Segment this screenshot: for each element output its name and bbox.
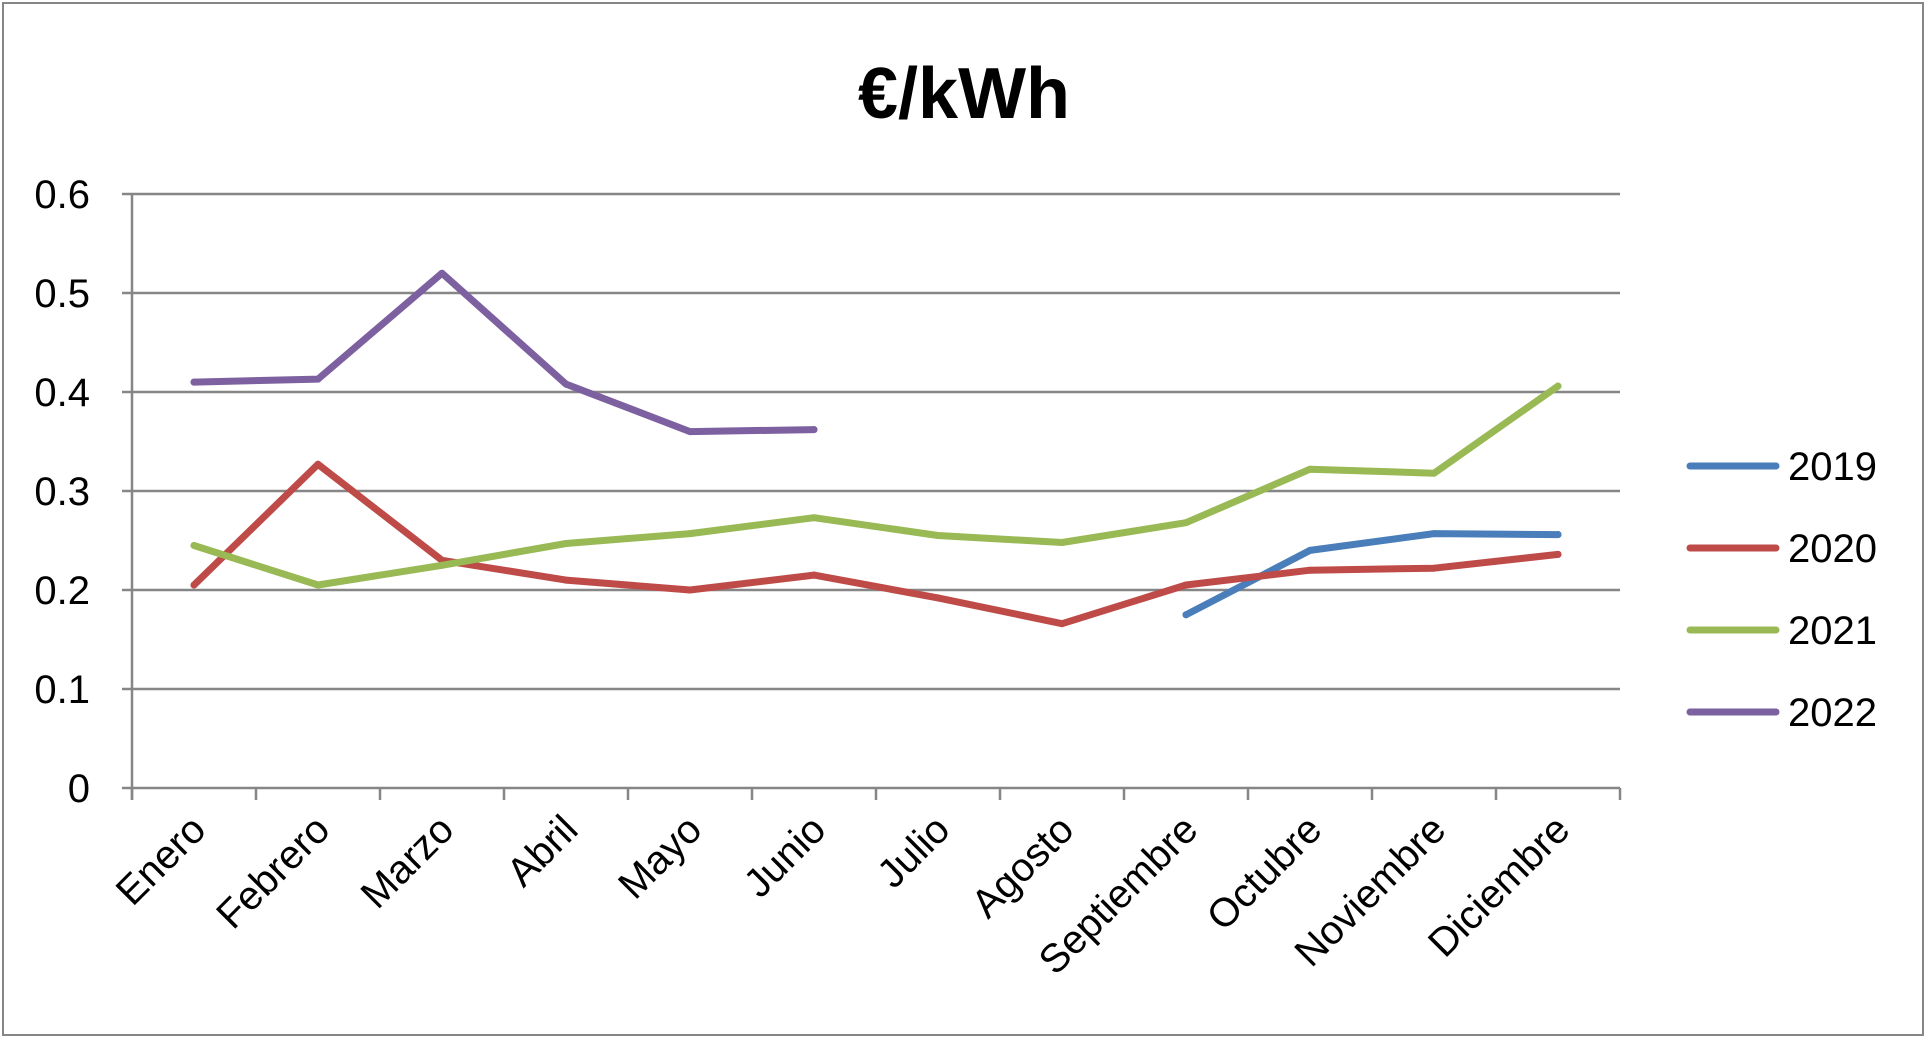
data-point-2021 — [1554, 382, 1562, 390]
data-point-2021 — [934, 532, 942, 540]
data-point-2021 — [1182, 519, 1190, 527]
data-point-2020 — [686, 586, 694, 594]
series-line-2020 — [190, 460, 1562, 628]
gridlines — [132, 192, 1620, 691]
x-tick-label: Abril — [499, 807, 587, 895]
data-point-2021 — [438, 561, 446, 569]
data-point-2022 — [686, 428, 694, 436]
data-point-2019 — [1182, 611, 1190, 619]
data-point-2021 — [314, 581, 322, 589]
series-line-2021 — [190, 382, 1562, 589]
x-tick-label: Agosto — [963, 807, 1082, 926]
data-point-2019 — [1430, 530, 1438, 538]
series-line-2019 — [1182, 530, 1562, 619]
y-axis-tick-labels: 0 0.1 0.2 0.3 0.4 0.5 0.6 — [34, 173, 90, 811]
data-point-2020 — [1554, 550, 1562, 558]
y-tick-label: 0.2 — [34, 569, 90, 613]
data-point-2022 — [810, 426, 818, 434]
data-point-2020 — [1182, 581, 1190, 589]
x-tick-label: Marzo — [353, 807, 463, 917]
data-point-2020 — [562, 576, 570, 584]
data-point-2020 — [810, 571, 818, 579]
data-point-2020 — [1430, 564, 1438, 572]
series-line-2022 — [190, 269, 818, 436]
y-tick-label: 0.1 — [34, 668, 90, 712]
data-point-2022 — [438, 269, 446, 277]
y-tick-label: 0.5 — [34, 272, 90, 316]
legend-label-2021: 2021 — [1788, 609, 1877, 653]
series-lines — [190, 269, 1562, 628]
data-point-2021 — [1306, 465, 1314, 473]
data-point-2019 — [1306, 546, 1314, 554]
y-tick-label: 0 — [68, 767, 90, 811]
data-point-2021 — [1430, 469, 1438, 477]
y-tick-label: 0.4 — [34, 371, 90, 415]
y-tick-label: 0.6 — [34, 173, 90, 217]
legend-label-2020: 2020 — [1788, 527, 1877, 571]
chart-title: €/kWh — [858, 54, 1070, 134]
y-tick-label: 0.3 — [34, 470, 90, 514]
legend: 2019 2020 2021 2022 — [1686, 445, 1877, 735]
x-tick-label: Mayo — [610, 807, 710, 907]
legend-label-2019: 2019 — [1788, 445, 1877, 489]
data-point-2021 — [190, 541, 198, 549]
data-point-2019 — [1554, 531, 1562, 539]
data-point-2021 — [810, 514, 818, 522]
x-tick-label: Julio — [869, 807, 958, 896]
axes — [122, 192, 1622, 800]
x-tick-label: Enero — [108, 807, 215, 914]
data-point-2021 — [686, 530, 694, 538]
data-point-2020 — [314, 460, 322, 468]
data-point-2020 — [190, 581, 198, 589]
legend-label-2022: 2022 — [1788, 691, 1877, 735]
data-point-2020 — [934, 594, 942, 602]
data-point-2022 — [314, 375, 322, 383]
x-tick-label: Febrero — [208, 807, 338, 937]
data-point-2020 — [1058, 620, 1066, 628]
data-point-2022 — [190, 378, 198, 386]
data-point-2022 — [562, 380, 570, 388]
x-tick-label: Junio — [736, 807, 835, 906]
data-point-2021 — [1058, 538, 1066, 546]
data-point-2021 — [562, 539, 570, 547]
data-point-2020 — [1306, 566, 1314, 574]
